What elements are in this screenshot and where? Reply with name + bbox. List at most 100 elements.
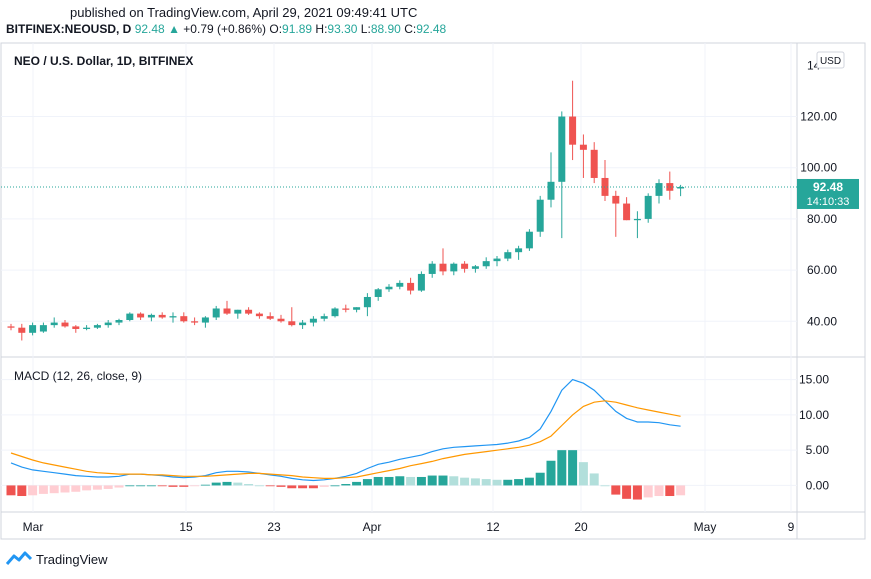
price-tick-label: 60.00 bbox=[807, 263, 837, 277]
candle bbox=[288, 307, 296, 327]
histogram-bar bbox=[308, 485, 318, 489]
macd-tick-label: 5.00 bbox=[806, 443, 830, 457]
candle-body bbox=[39, 325, 47, 332]
candle bbox=[180, 312, 188, 323]
candle bbox=[39, 322, 47, 333]
high-label: H: bbox=[315, 22, 328, 36]
candle-body bbox=[525, 231, 533, 249]
candle bbox=[450, 262, 458, 276]
candle bbox=[137, 312, 145, 321]
candle bbox=[515, 245, 523, 260]
time-tick-label: May bbox=[694, 520, 717, 534]
candle-body bbox=[439, 263, 447, 272]
candle bbox=[428, 261, 436, 278]
candle bbox=[471, 264, 479, 273]
histogram-bar bbox=[28, 485, 38, 496]
candle bbox=[644, 193, 652, 223]
candle bbox=[461, 261, 469, 273]
histogram-bar bbox=[460, 477, 470, 486]
histogram-bar bbox=[146, 485, 156, 487]
macd-lines bbox=[10, 378, 681, 482]
time-tick-label: 23 bbox=[267, 520, 281, 534]
histogram-bar bbox=[82, 485, 92, 491]
candle bbox=[579, 134, 587, 178]
chart-frame bbox=[0, 42, 866, 540]
histogram-bar bbox=[211, 482, 221, 486]
histogram-bar bbox=[287, 485, 297, 489]
histogram-bar bbox=[676, 485, 686, 496]
candle bbox=[407, 277, 415, 295]
candle-body bbox=[471, 266, 479, 269]
candle-body bbox=[126, 313, 134, 321]
candle bbox=[245, 307, 253, 315]
countdown-label: 14:10:33 bbox=[807, 196, 850, 208]
candle bbox=[569, 80, 577, 161]
currency-badge: USD bbox=[816, 51, 845, 69]
price-axis[interactable]: 40.0060.0080.00100.00120.00140.005.0010.… bbox=[799, 58, 837, 492]
candle-body bbox=[385, 286, 393, 290]
candle bbox=[396, 280, 404, 290]
close-label: C: bbox=[404, 22, 417, 36]
candle bbox=[7, 323, 15, 331]
candle bbox=[504, 249, 512, 262]
candle-body bbox=[396, 282, 404, 287]
chart-canvas[interactable]: 40.0060.0080.00100.00120.00140.005.0010.… bbox=[0, 42, 871, 542]
histogram-bar bbox=[654, 485, 664, 497]
candle bbox=[126, 312, 134, 322]
candle bbox=[212, 305, 220, 321]
histogram-bar bbox=[298, 485, 308, 489]
histogram-bar bbox=[514, 479, 524, 486]
histogram-bar bbox=[136, 485, 146, 487]
macd-tick-label: 0.00 bbox=[806, 478, 830, 492]
candle bbox=[169, 312, 177, 323]
histogram-bar bbox=[416, 476, 426, 486]
histogram-bar bbox=[395, 476, 405, 486]
candle bbox=[29, 322, 37, 336]
candle-body bbox=[83, 327, 91, 329]
candle bbox=[353, 307, 361, 313]
candle-body bbox=[515, 248, 523, 253]
histogram-bar bbox=[600, 485, 610, 487]
histogram-bar bbox=[665, 485, 675, 497]
candle-body bbox=[644, 195, 652, 219]
histogram-bar bbox=[632, 485, 642, 500]
macd-line bbox=[10, 378, 681, 482]
candle-body bbox=[277, 318, 285, 322]
histogram-bar bbox=[92, 485, 102, 490]
histogram-bar bbox=[622, 485, 632, 499]
candle-body bbox=[201, 317, 209, 323]
candle-body bbox=[363, 296, 371, 308]
histogram-bar bbox=[17, 485, 27, 497]
candle-body bbox=[417, 273, 425, 291]
candle-body bbox=[158, 314, 166, 318]
histogram-bar bbox=[546, 460, 556, 486]
candle-body bbox=[633, 218, 641, 221]
last-price-value: 92.48 bbox=[134, 22, 165, 36]
time-tick-label: 20 bbox=[574, 520, 588, 534]
footer-brand[interactable]: TradingView bbox=[6, 551, 108, 567]
candle bbox=[331, 307, 339, 318]
time-tick-label: 15 bbox=[179, 520, 193, 534]
histogram-bar bbox=[103, 485, 113, 489]
candle-body bbox=[18, 327, 26, 333]
histogram-bar bbox=[341, 484, 351, 486]
candle bbox=[201, 316, 209, 328]
candle-body bbox=[579, 144, 587, 150]
price-tick-label: 120.00 bbox=[800, 110, 837, 124]
macd-tick-label: 15.00 bbox=[799, 373, 829, 387]
candle bbox=[677, 184, 685, 197]
histogram-bar bbox=[384, 476, 394, 486]
candle-body bbox=[612, 195, 620, 204]
candle bbox=[374, 288, 382, 301]
candle bbox=[439, 248, 447, 276]
histogram-bar bbox=[330, 485, 340, 487]
candle bbox=[309, 316, 317, 327]
candle-body bbox=[353, 307, 361, 310]
candle-body bbox=[169, 316, 177, 318]
histogram-bar bbox=[589, 473, 599, 486]
last-price-label: 92.48 bbox=[813, 180, 843, 194]
candle-body bbox=[309, 318, 317, 323]
candle bbox=[342, 304, 350, 313]
time-axis[interactable]: Mar 15 23 Apr 12 20 May 9 bbox=[23, 520, 795, 534]
candle-body bbox=[266, 316, 274, 319]
